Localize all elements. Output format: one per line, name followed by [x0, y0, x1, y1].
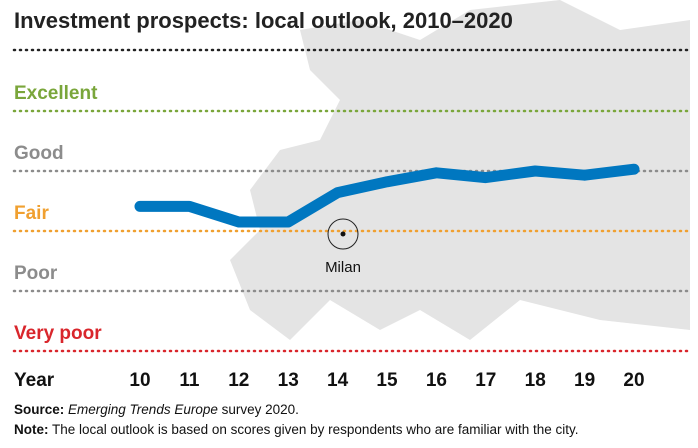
chart-title: Investment prospects: local outlook, 201… — [14, 8, 513, 33]
x-tick-label: 16 — [426, 370, 447, 391]
source-label: Source: — [14, 402, 65, 417]
milan-label: Milan — [325, 259, 361, 276]
x-tick-label: 20 — [623, 370, 644, 391]
x-tick-label: 19 — [574, 370, 595, 391]
series-line — [134, 163, 640, 228]
x-tick-label: 10 — [129, 370, 150, 391]
source-italic: Emerging Trends Europe — [68, 402, 218, 417]
level-label: Good — [14, 143, 64, 164]
x-tick-label: 14 — [327, 370, 349, 391]
level-label: Poor — [14, 263, 58, 284]
footnote: Note: The local outlook is based on scor… — [14, 422, 579, 437]
level-label: Fair — [14, 203, 49, 224]
x-tick-label: 13 — [278, 370, 299, 391]
x-tick-label: 11 — [179, 370, 200, 391]
source-rest: survey 2020. — [217, 402, 299, 417]
source-note: Source: Emerging Trends Europe survey 20… — [14, 402, 299, 417]
level-label: Very poor — [14, 323, 102, 344]
x-tick-label: 15 — [376, 370, 398, 391]
note-text: The local outlook is based on scores giv… — [48, 422, 579, 437]
level-label: Excellent — [14, 83, 98, 104]
x-tick-label: 18 — [525, 370, 546, 391]
note-label: Note: — [14, 422, 49, 437]
milan-marker-ring — [327, 218, 359, 250]
x-tick-label: 12 — [228, 370, 249, 391]
x-axis-label: Year — [14, 370, 55, 391]
milan-marker-dot — [340, 231, 346, 237]
x-tick-label: 17 — [475, 370, 496, 391]
